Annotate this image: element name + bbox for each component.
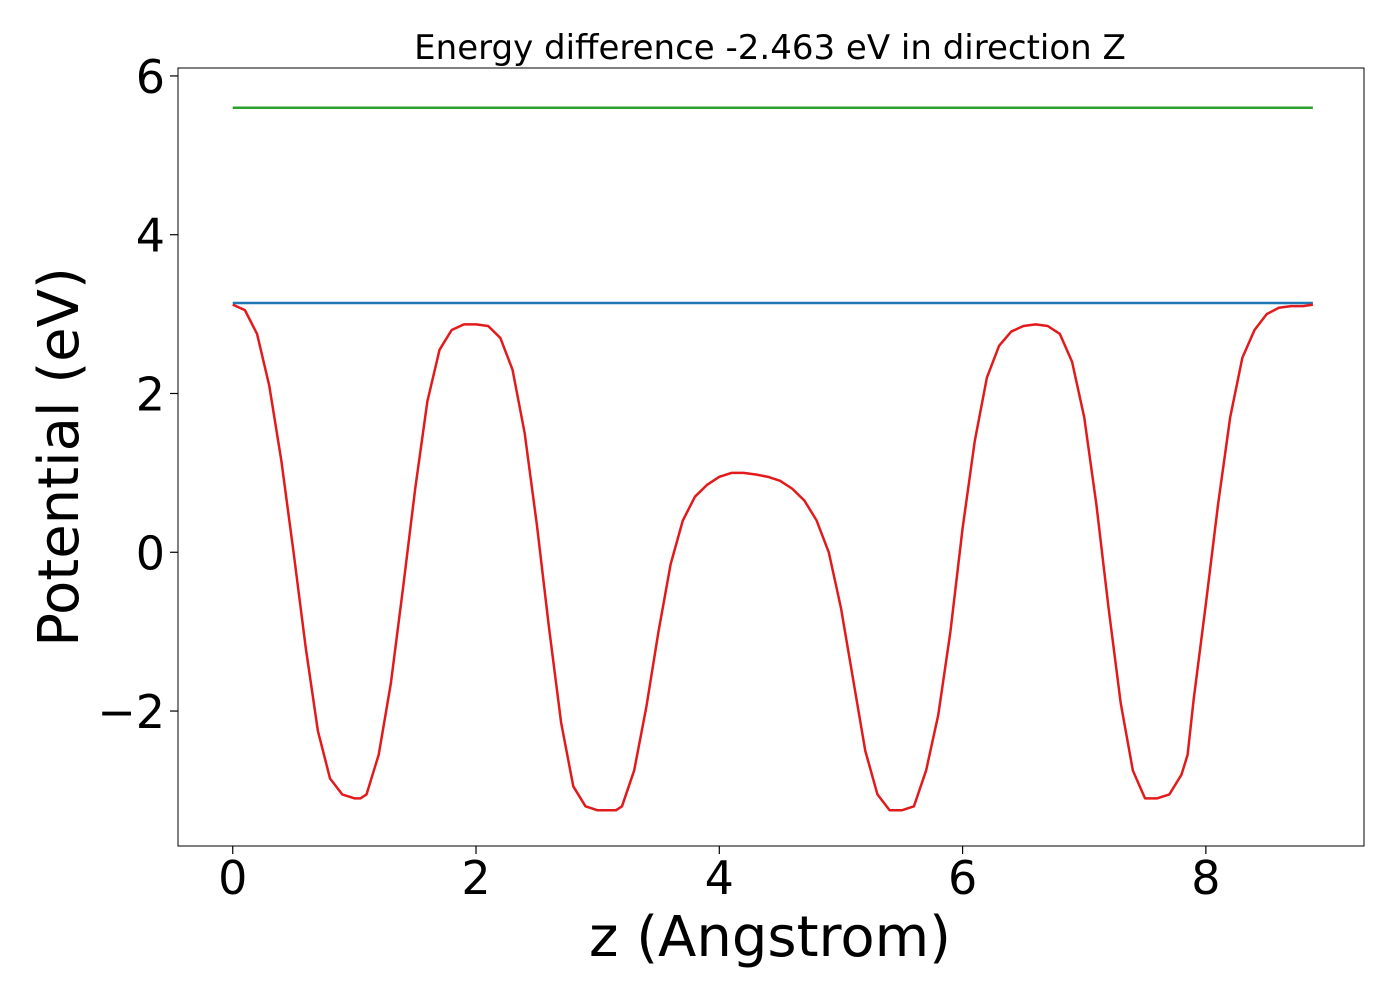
x-tick-label-0: 0	[218, 851, 247, 905]
plot-area	[177, 67, 1365, 847]
y-tick-label--2: −2	[97, 685, 165, 739]
x-tick-label-4: 4	[705, 851, 734, 905]
y-axis-label: Potential (eV)	[27, 267, 92, 647]
y-tick-label-2: 2	[136, 367, 165, 421]
x-tick-label-8: 8	[1191, 851, 1220, 905]
y-tick-label-6: 6	[136, 50, 165, 104]
x-tick-label-6: 6	[948, 851, 977, 905]
y-tick-label-0: 0	[136, 526, 165, 580]
y-tick-label-4: 4	[136, 209, 165, 263]
plot-frame	[177, 67, 1365, 847]
series-layer	[232, 106, 1314, 812]
x-axis: 0 2 4 6 8	[218, 846, 1221, 905]
series-line-3	[232, 303, 1314, 812]
x-axis-label: z (Angstrom)	[589, 905, 951, 970]
y-axis: −2 0 2 4 6	[97, 50, 178, 739]
chart-title: Energy difference -2.463 eV in direction…	[414, 28, 1126, 68]
x-tick-label-2: 2	[461, 851, 490, 905]
